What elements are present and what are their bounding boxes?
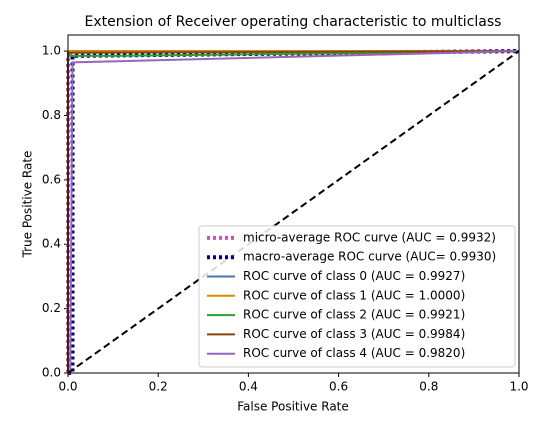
x-tick-label: 0.8 <box>419 380 438 394</box>
legend-box <box>198 225 516 368</box>
y-tick-label: 0.4 <box>42 237 61 251</box>
legend-label: micro-average ROC curve (AUC = 0.9932) <box>243 230 496 244</box>
x-tick-label: 0.0 <box>58 380 77 394</box>
legend-label: ROC curve of class 4 (AUC = 0.9820) <box>243 346 465 360</box>
y-axis-label: True Positive Rate <box>21 151 35 259</box>
y-tick-label: 0.0 <box>42 366 61 380</box>
diagonal-line <box>67 50 520 374</box>
x-tick-label: 1.0 <box>509 380 528 394</box>
legend-label: ROC curve of class 3 (AUC = 0.9984) <box>243 327 465 341</box>
x-axis-label: False Positive Rate <box>237 400 349 414</box>
x-tick-label: 0.2 <box>149 380 168 394</box>
x-tick-label: 0.4 <box>239 380 258 394</box>
legend-label: ROC curve of class 2 (AUC = 0.9921) <box>243 308 465 322</box>
x-tick-label: 0.6 <box>329 380 348 394</box>
legend-label: macro-average ROC curve (AUC= 0.9930) <box>243 250 496 264</box>
plot-frame <box>67 34 520 374</box>
chart-title: Extension of Receiver operating characte… <box>85 14 502 30</box>
y-tick-label: 0.6 <box>42 172 61 186</box>
y-tick-label: 1.0 <box>42 44 61 58</box>
y-tick-label: 0.8 <box>42 108 61 122</box>
y-tick-label: 0.2 <box>42 301 61 315</box>
legend-label: ROC curve of class 0 (AUC = 0.9927) <box>243 269 465 283</box>
legend-label: ROC curve of class 1 (AUC = 1.0000) <box>243 288 465 302</box>
